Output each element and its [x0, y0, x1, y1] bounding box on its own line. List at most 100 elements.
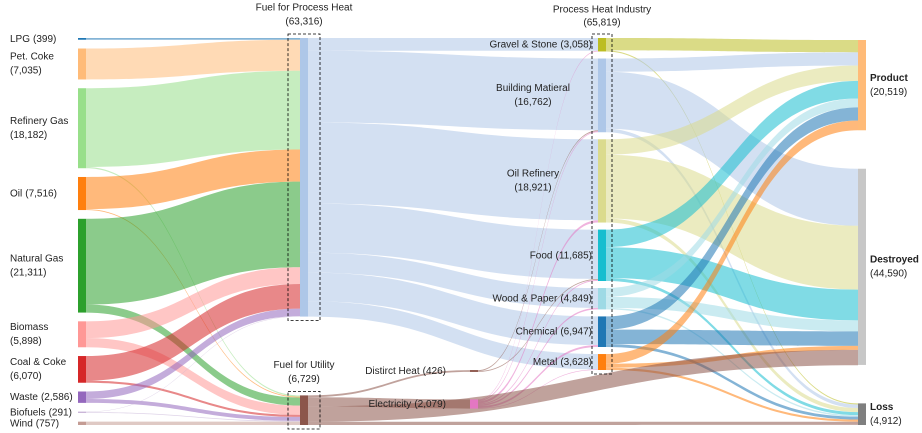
node-name: Biofuels: [10, 407, 46, 418]
node-label: Gravel & Stone (3,058): [490, 39, 593, 50]
node-label: Destroyed: [870, 254, 919, 265]
node-value: (7,035): [10, 66, 42, 77]
group-label: Process Heat Industry: [553, 5, 651, 16]
link: [478, 220, 598, 404]
node-name: Oil: [10, 188, 22, 199]
link: [308, 349, 858, 422]
link: [86, 338, 300, 415]
node: [858, 168, 866, 365]
node-name: Distirct Heat: [365, 366, 420, 377]
node-label: Building Matieral: [496, 83, 570, 94]
node-value: (7,516): [25, 188, 57, 199]
node-label: Electricity (2,079): [369, 399, 446, 410]
node-label: Biofuels (291): [10, 407, 72, 418]
node: [598, 139, 606, 223]
link: [478, 278, 598, 372]
dashed-box: [287, 390, 321, 430]
node-label: Pet. Coke: [10, 52, 54, 63]
node: [858, 40, 866, 131]
node-name: Gravel & Stone: [490, 39, 558, 50]
link: [86, 267, 300, 339]
link: [606, 277, 858, 416]
node: [598, 58, 606, 133]
link: [478, 307, 598, 407]
node-label: Metal (3,628): [533, 357, 592, 368]
dashed-box: [591, 33, 613, 375]
link: [606, 120, 858, 364]
node-value: (5,898): [10, 336, 42, 347]
node-value: (11,685): [555, 250, 592, 261]
link: [308, 50, 598, 131]
node-value: (18,921): [514, 183, 551, 194]
node-name: Wind: [10, 418, 33, 429]
link: [478, 279, 598, 405]
node-value: (426): [423, 366, 446, 377]
node-value: (20,519): [870, 87, 907, 98]
link: [86, 398, 300, 421]
link: [308, 122, 598, 221]
node-label: Fuel for Process Heat: [256, 3, 353, 14]
node-label: Biomass: [10, 322, 48, 333]
node-label: Oil (7,516): [10, 188, 57, 199]
link: [308, 370, 470, 398]
link: [308, 301, 598, 370]
node-value: (6,729): [288, 374, 320, 385]
node-value: (4,912): [870, 416, 902, 427]
node-value: (16,762): [514, 97, 551, 108]
node-label: Wood & Paper (4,849): [492, 293, 592, 304]
link: [86, 380, 300, 417]
link: [86, 412, 300, 422]
node: [470, 399, 478, 409]
link: [606, 65, 858, 155]
node: [300, 395, 308, 425]
link: [86, 421, 300, 425]
link: [478, 130, 598, 372]
node-label: Loss: [870, 402, 894, 413]
node-value: (6,947): [560, 326, 592, 337]
node-value: (2,586): [41, 392, 73, 403]
link: [478, 131, 598, 402]
node-label: Product: [870, 73, 908, 84]
link: [86, 39, 300, 80]
link: [308, 421, 858, 425]
node-value: (757): [36, 418, 59, 429]
node-label: Food (11,685): [530, 250, 592, 261]
link: [606, 329, 858, 346]
node-label: Fuel for Utility: [273, 360, 334, 371]
link: [606, 107, 858, 330]
node-label: Waste (2,586): [10, 392, 73, 403]
node-name: Wood & Paper: [492, 293, 558, 304]
links: [86, 38, 858, 425]
node: [300, 38, 308, 317]
link: [86, 316, 300, 413]
node-value: (63,316): [285, 17, 322, 28]
link: [86, 38, 300, 40]
node: [598, 288, 606, 310]
link: [606, 52, 858, 72]
nodes: [78, 33, 866, 430]
link: [86, 308, 300, 399]
node-name: Waste: [10, 392, 38, 403]
node: [78, 176, 86, 211]
node: [78, 218, 86, 313]
node-name: Metal: [533, 357, 557, 368]
link: [308, 38, 598, 51]
node-label: Wind (757): [10, 418, 59, 429]
dashed-box: [287, 33, 321, 321]
link: [86, 181, 300, 305]
link: [86, 149, 300, 210]
node-value: (3,628): [560, 357, 592, 368]
node: [78, 391, 86, 403]
node: [598, 354, 606, 370]
node-label: Distirct Heat (426): [365, 366, 446, 377]
node-value: (18,182): [10, 130, 47, 141]
node-label: Coal & Coke: [10, 357, 67, 368]
node: [470, 370, 478, 372]
node-value: (3,058): [560, 39, 592, 50]
node: [598, 38, 606, 52]
node-name: LPG: [10, 34, 30, 45]
node-value: (44,590): [870, 268, 907, 279]
link: [308, 252, 598, 308]
node: [78, 356, 86, 383]
